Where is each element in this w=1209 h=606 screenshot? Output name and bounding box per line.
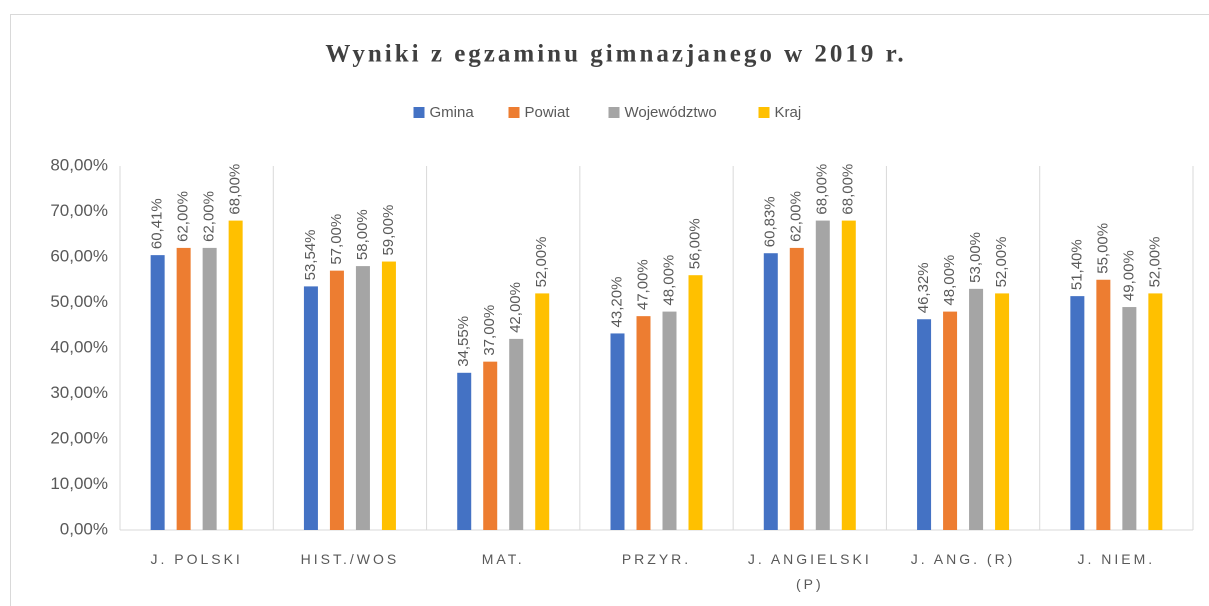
data-label: 62,00% (788, 191, 805, 242)
legend-swatch (508, 107, 520, 118)
legend-label: Kraj (775, 104, 802, 121)
bar (763, 253, 778, 530)
data-label: 52,00% (993, 237, 1010, 288)
data-label: 58,00% (354, 209, 371, 260)
bar (789, 247, 804, 530)
legend-swatch (758, 107, 770, 118)
bar (228, 220, 243, 530)
data-label: 42,00% (507, 282, 524, 333)
bar (381, 261, 396, 530)
bar (995, 293, 1010, 530)
data-label: 68,00% (840, 164, 857, 215)
legend-label: Gmina (430, 104, 475, 121)
bar (943, 311, 958, 530)
data-label: 56,00% (686, 218, 703, 269)
bar (1122, 307, 1137, 530)
data-label: 52,00% (533, 237, 550, 288)
data-label: 43,20% (608, 277, 625, 328)
data-label: 53,00% (967, 232, 984, 283)
bar (535, 293, 550, 530)
data-label: 47,00% (634, 259, 651, 310)
x-tick-label: J. ANGIELSKI (P) (747, 551, 872, 592)
bar (509, 338, 524, 530)
x-tick-label: PRZYR. (621, 551, 692, 567)
y-tick-label: 20,00% (50, 428, 108, 447)
bar (688, 275, 703, 530)
bar (303, 286, 318, 530)
legend-swatch (608, 107, 620, 118)
bar (202, 247, 217, 530)
y-tick-label: 10,00% (50, 474, 108, 493)
x-tick-label: J. POLSKI (150, 551, 243, 567)
data-label: 49,00% (1120, 250, 1137, 301)
y-tick-label: 60,00% (50, 246, 108, 265)
data-label: 57,00% (328, 214, 345, 265)
bar (610, 333, 625, 530)
data-label: 62,00% (175, 191, 192, 242)
data-label: 53,54% (302, 230, 319, 281)
chart-title: Wyniki z egzaminu gimnazjanego w 2019 r. (325, 41, 906, 68)
x-tick-label: HIST./WOS (300, 551, 400, 567)
bar (1096, 279, 1111, 530)
x-tick-label: MAT. (481, 551, 525, 567)
data-label: 60,83% (762, 196, 779, 247)
y-tick-label: 0,00% (60, 519, 108, 538)
data-label: 62,00% (201, 191, 218, 242)
data-label: 59,00% (380, 205, 397, 256)
data-label: 46,32% (915, 262, 932, 313)
bar (150, 255, 165, 530)
y-tick-label: 40,00% (50, 337, 108, 356)
data-label: 55,00% (1094, 223, 1111, 274)
bar (841, 220, 856, 530)
legend-swatch (413, 107, 425, 118)
data-label: 37,00% (481, 305, 498, 356)
y-tick-label: 70,00% (50, 201, 108, 220)
bar (815, 220, 830, 530)
bar (1070, 296, 1085, 530)
y-tick-label: 80,00% (50, 155, 108, 174)
chart-border (10, 14, 1209, 606)
x-tick-label: J. ANG. (R) (910, 551, 1016, 567)
x-tick-label: J. NIEM. (1077, 551, 1156, 567)
y-tick-label: 30,00% (50, 383, 108, 402)
bar (1148, 293, 1163, 530)
data-label: 34,55% (455, 316, 472, 367)
data-label: 51,40% (1068, 239, 1085, 290)
data-label: 48,00% (660, 255, 677, 306)
legend-label: Województwo (625, 104, 717, 121)
data-label: 68,00% (227, 164, 244, 215)
bar (329, 270, 344, 530)
bar (457, 372, 472, 530)
data-label: 52,00% (1146, 237, 1163, 288)
data-label: 68,00% (814, 164, 831, 215)
bar (662, 311, 677, 530)
bar (355, 266, 370, 530)
bar (917, 319, 932, 530)
data-label: 48,00% (941, 255, 958, 306)
bar (636, 316, 651, 530)
y-tick-label: 50,00% (50, 292, 108, 311)
bar (483, 361, 498, 530)
bar (176, 247, 191, 530)
data-label: 60,41% (149, 198, 166, 249)
bar (969, 288, 984, 530)
legend-label: Powiat (525, 104, 571, 121)
